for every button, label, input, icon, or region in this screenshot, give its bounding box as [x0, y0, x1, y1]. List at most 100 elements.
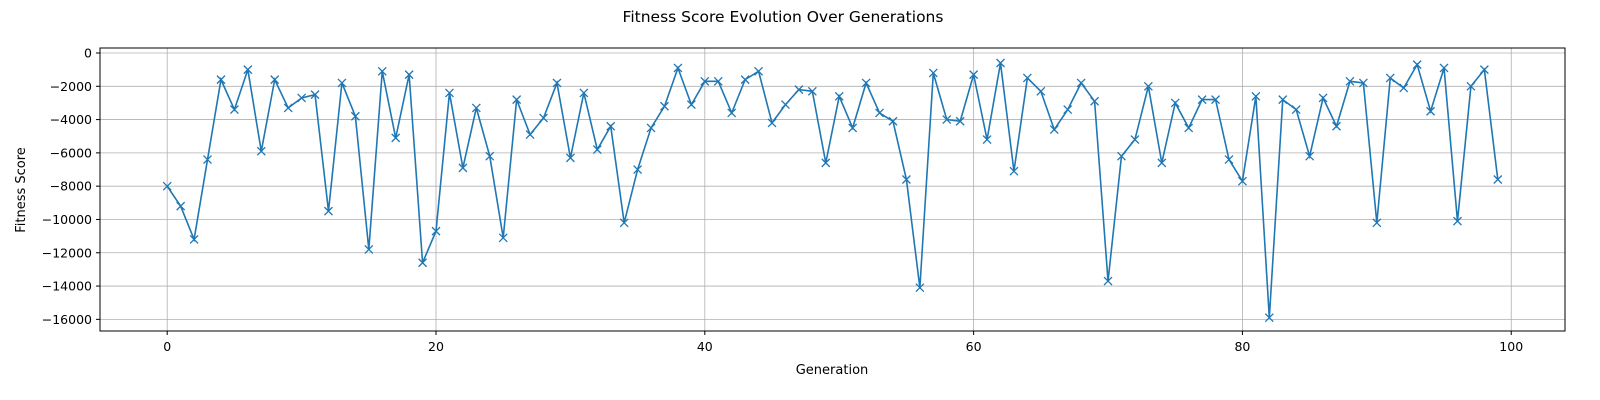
x-tick-label: 0	[163, 339, 171, 354]
data-point-marker	[243, 65, 253, 75]
x-tick-label: 20	[428, 339, 444, 354]
data-point-marker	[565, 153, 575, 163]
data-point-marker	[444, 88, 454, 98]
data-point-marker	[592, 145, 602, 155]
data-point-marker	[740, 75, 750, 85]
data-point-marker	[458, 163, 468, 173]
y-axis-label: Fitness Score	[14, 147, 29, 233]
x-tick-label: 40	[697, 339, 713, 354]
data-point-marker	[1103, 276, 1113, 286]
data-point-marker	[1345, 76, 1355, 86]
data-point-marker	[955, 116, 965, 126]
y-tick-label: −4000	[50, 112, 92, 127]
data-point-marker	[1197, 95, 1207, 105]
data-point-marker	[767, 118, 777, 128]
data-point-marker	[283, 103, 293, 113]
data-point-marker	[606, 121, 616, 131]
data-point-marker	[1170, 98, 1180, 108]
data-point-marker	[834, 91, 844, 101]
data-point-marker	[539, 113, 548, 123]
y-tick-label: −2000	[50, 79, 92, 94]
data-point-marker	[1049, 125, 1059, 135]
data-point-marker	[1022, 73, 1032, 83]
data-point-marker	[337, 78, 347, 88]
data-point-marker	[162, 181, 172, 191]
data-point-marker	[713, 76, 723, 86]
data-point-marker	[203, 155, 212, 164]
data-point-marker	[1143, 81, 1153, 91]
data-point-marker	[875, 108, 885, 118]
data-point-marker	[579, 88, 589, 98]
data-point-marker	[660, 101, 669, 111]
series-fitness-score	[162, 58, 1503, 323]
data-point-marker	[1184, 123, 1194, 133]
x-axis-ticks: 0 20 40 60 80 100	[163, 331, 1523, 354]
y-tick-label: 0	[84, 45, 92, 60]
data-point-marker	[512, 95, 522, 105]
y-tick-label: −8000	[50, 179, 92, 194]
data-point-marker	[485, 151, 495, 161]
data-point-marker	[431, 226, 441, 236]
data-point-marker	[1264, 313, 1274, 323]
data-point-marker	[1090, 96, 1100, 106]
data-point-marker	[619, 218, 629, 228]
data-point-marker	[1291, 105, 1301, 115]
data-point-marker	[350, 111, 360, 121]
data-point-marker	[673, 63, 683, 73]
data-point-marker	[807, 86, 817, 96]
x-tick-label: 80	[1234, 339, 1250, 354]
data-point-marker	[1372, 218, 1382, 228]
data-point-marker	[996, 58, 1005, 68]
data-point-marker	[1439, 63, 1449, 73]
data-point-marker	[1076, 78, 1086, 88]
y-axis-ticks: 0 −2000 −4000 −6000 −8000 −10000 −12000 −14000 −…	[42, 45, 100, 327]
data-point-marker	[1009, 166, 1019, 176]
data-point-marker	[297, 93, 307, 103]
data-point-marker	[176, 201, 186, 211]
data-point-marker	[727, 108, 737, 118]
data-point-marker	[780, 100, 790, 110]
grid	[100, 48, 1565, 331]
x-tick-label: 60	[966, 339, 982, 354]
data-point-marker	[1063, 105, 1073, 115]
data-point-marker	[1479, 65, 1489, 75]
data-point-marker	[1305, 151, 1315, 161]
data-point-marker	[552, 78, 562, 88]
y-tick-label: −14000	[42, 279, 92, 294]
data-point-marker	[498, 233, 508, 243]
data-point-marker	[1399, 83, 1409, 93]
data-point-marker	[969, 70, 979, 80]
data-point-marker	[1358, 78, 1368, 88]
data-point-marker	[754, 66, 764, 76]
data-point-marker	[1493, 175, 1503, 184]
data-point-marker	[1224, 155, 1234, 164]
x-axis-label: Generation	[796, 363, 869, 378]
data-point-marker	[700, 76, 710, 86]
series-line	[166, 62, 1499, 318]
data-point-marker	[391, 133, 401, 143]
data-point-marker	[1036, 86, 1046, 96]
data-point-marker	[1278, 95, 1288, 105]
data-point-marker	[848, 123, 858, 133]
data-point-marker	[1251, 91, 1261, 101]
data-point-marker	[1157, 158, 1167, 168]
data-point-marker	[942, 115, 952, 125]
data-point-marker	[256, 146, 266, 156]
data-point-marker	[189, 234, 199, 244]
data-point-marker	[471, 103, 481, 113]
data-point-marker	[418, 258, 428, 268]
data-point-marker	[1130, 135, 1140, 145]
data-point-marker	[1211, 95, 1221, 105]
y-tick-label: −10000	[42, 212, 92, 227]
data-point-marker	[310, 90, 320, 100]
data-point-marker	[324, 206, 333, 216]
data-point-marker	[1237, 176, 1247, 186]
plot-frame	[99, 47, 1566, 332]
data-point-marker	[1332, 121, 1341, 131]
y-tick-label: −12000	[42, 245, 92, 260]
data-point-marker	[1385, 73, 1395, 83]
data-point-marker	[270, 75, 280, 85]
data-point-marker	[633, 165, 643, 174]
y-tick-label: −6000	[50, 145, 92, 160]
